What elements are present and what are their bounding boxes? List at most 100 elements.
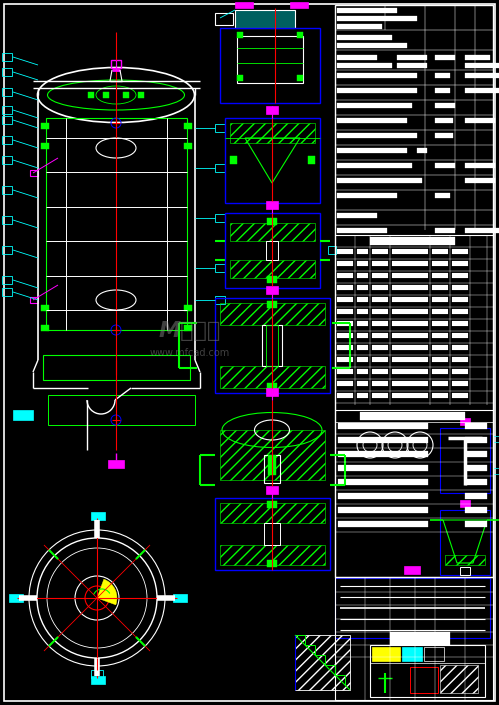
Bar (338, 451, 428, 457)
Bar (338, 521, 428, 527)
Bar (440, 428, 490, 493)
Bar (9, 594, 23, 602)
Bar (465, 451, 487, 457)
Bar (432, 309, 448, 314)
Bar (465, 228, 499, 233)
Bar (445, 555, 485, 565)
Bar (392, 321, 428, 326)
Bar (264, 455, 280, 483)
Bar (432, 285, 448, 290)
Bar (465, 73, 499, 78)
Bar (372, 249, 388, 254)
Bar (337, 88, 417, 93)
Bar (452, 345, 468, 350)
Bar (435, 73, 450, 78)
Bar (372, 647, 400, 661)
Bar (493, 436, 499, 442)
Bar (432, 249, 448, 254)
Bar (268, 455, 276, 475)
Bar (460, 567, 470, 575)
Bar (184, 143, 192, 149)
Bar (2, 156, 12, 164)
Bar (432, 369, 448, 374)
Bar (337, 213, 377, 218)
Bar (337, 63, 392, 68)
Bar (465, 437, 487, 443)
Bar (266, 106, 278, 114)
Bar (337, 8, 397, 13)
Bar (2, 288, 12, 296)
Bar (215, 296, 225, 304)
Bar (266, 201, 278, 209)
Bar (432, 357, 448, 362)
Bar (452, 321, 468, 326)
Bar (465, 479, 487, 485)
Bar (220, 366, 325, 388)
Bar (337, 133, 417, 138)
Bar (465, 465, 487, 471)
Bar (290, 2, 308, 8)
Bar (372, 297, 388, 302)
Bar (432, 297, 448, 302)
Bar (435, 228, 455, 233)
Bar (295, 635, 350, 690)
Bar (372, 393, 388, 398)
Bar (41, 325, 49, 331)
Bar (357, 297, 368, 302)
Bar (267, 276, 277, 283)
Bar (43, 355, 190, 380)
Bar (370, 237, 455, 245)
Bar (220, 303, 325, 325)
Bar (220, 503, 325, 523)
Bar (397, 63, 427, 68)
Bar (266, 241, 278, 260)
Bar (337, 148, 397, 153)
Bar (335, 5, 493, 577)
Bar (432, 321, 448, 326)
Bar (432, 381, 448, 386)
Bar (2, 106, 12, 114)
Bar (41, 305, 49, 311)
Bar (357, 369, 368, 374)
Bar (392, 357, 428, 362)
Bar (215, 124, 225, 132)
Bar (337, 273, 353, 278)
Bar (337, 55, 377, 60)
Bar (267, 218, 277, 225)
Bar (392, 369, 428, 374)
Bar (372, 357, 388, 362)
Bar (267, 383, 277, 390)
Text: M沐风网: M沐风网 (159, 321, 221, 341)
Bar (41, 143, 49, 149)
Bar (392, 333, 428, 338)
Bar (103, 92, 109, 98)
Bar (215, 13, 233, 25)
Bar (465, 423, 487, 429)
Bar (435, 193, 450, 198)
Bar (88, 92, 94, 98)
Bar (266, 388, 278, 396)
Bar (435, 133, 453, 138)
Bar (184, 325, 192, 331)
Bar (435, 88, 450, 93)
Bar (337, 381, 353, 386)
Bar (465, 521, 487, 527)
Bar (432, 261, 448, 266)
Bar (432, 345, 448, 350)
Bar (465, 163, 495, 168)
Bar (465, 55, 490, 60)
Bar (452, 261, 468, 266)
Bar (337, 309, 353, 314)
Bar (337, 24, 382, 29)
Bar (452, 249, 468, 254)
Bar (41, 123, 49, 129)
Bar (357, 261, 368, 266)
Bar (465, 88, 499, 93)
Bar (417, 148, 427, 153)
Bar (2, 88, 12, 96)
Bar (220, 430, 325, 480)
Bar (48, 395, 195, 425)
Bar (237, 75, 243, 81)
Bar (337, 103, 412, 108)
Bar (2, 68, 12, 76)
